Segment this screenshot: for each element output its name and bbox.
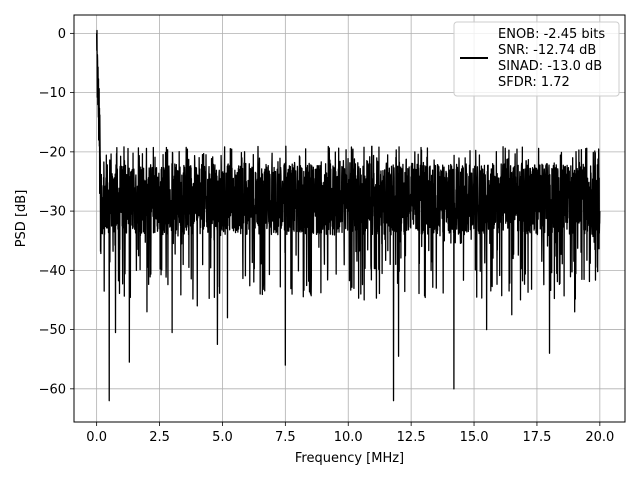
x-tick-label: 17.5 [522, 430, 551, 445]
y-tick-label: −40 [39, 264, 66, 279]
psd-series-group [95, 29, 601, 402]
legend-snr: SNR: -12.74 dB [498, 43, 596, 58]
x-tick-label: 2.5 [149, 430, 170, 445]
x-tick-label: 5.0 [212, 430, 233, 445]
x-tick-label: 12.5 [397, 430, 426, 445]
x-axis-label: Frequency [MHz] [295, 451, 404, 466]
y-tick-label: −60 [39, 382, 66, 397]
x-axis: 0.0 2.5 5.0 7.5 10.0 12.5 15.0 17.5 20.0 [86, 422, 614, 445]
legend-sfdr: SFDR: 1.72 [498, 75, 570, 90]
y-tick-label: 0 [58, 27, 66, 42]
x-tick-label: 20.0 [585, 430, 614, 445]
y-tick-label: −30 [39, 205, 66, 220]
y-axis: 0 −10 −20 −30 −40 −50 −60 [39, 27, 74, 397]
y-axis-label: PSD [dB] [14, 190, 29, 248]
plot-frame [73, 14, 626, 423]
legend-enob: ENOB: -2.45 bits [498, 27, 605, 42]
psd-series-line [95, 29, 601, 402]
y-tick-label: −10 [39, 86, 66, 101]
x-tick-label: 10.0 [334, 430, 363, 445]
legend-box [453, 21, 620, 97]
x-tick-label: 0.0 [86, 430, 107, 445]
x-tick-label: 15.0 [460, 430, 489, 445]
x-tick-label: 7.5 [275, 430, 296, 445]
legend-sinad: SINAD: -13.0 dB [498, 59, 602, 74]
legend: ENOB: -2.45 bits SNR: -12.74 dB SINAD: -… [453, 21, 620, 97]
y-tick-label: −20 [39, 145, 66, 160]
y-tick-label: −50 [39, 323, 66, 338]
